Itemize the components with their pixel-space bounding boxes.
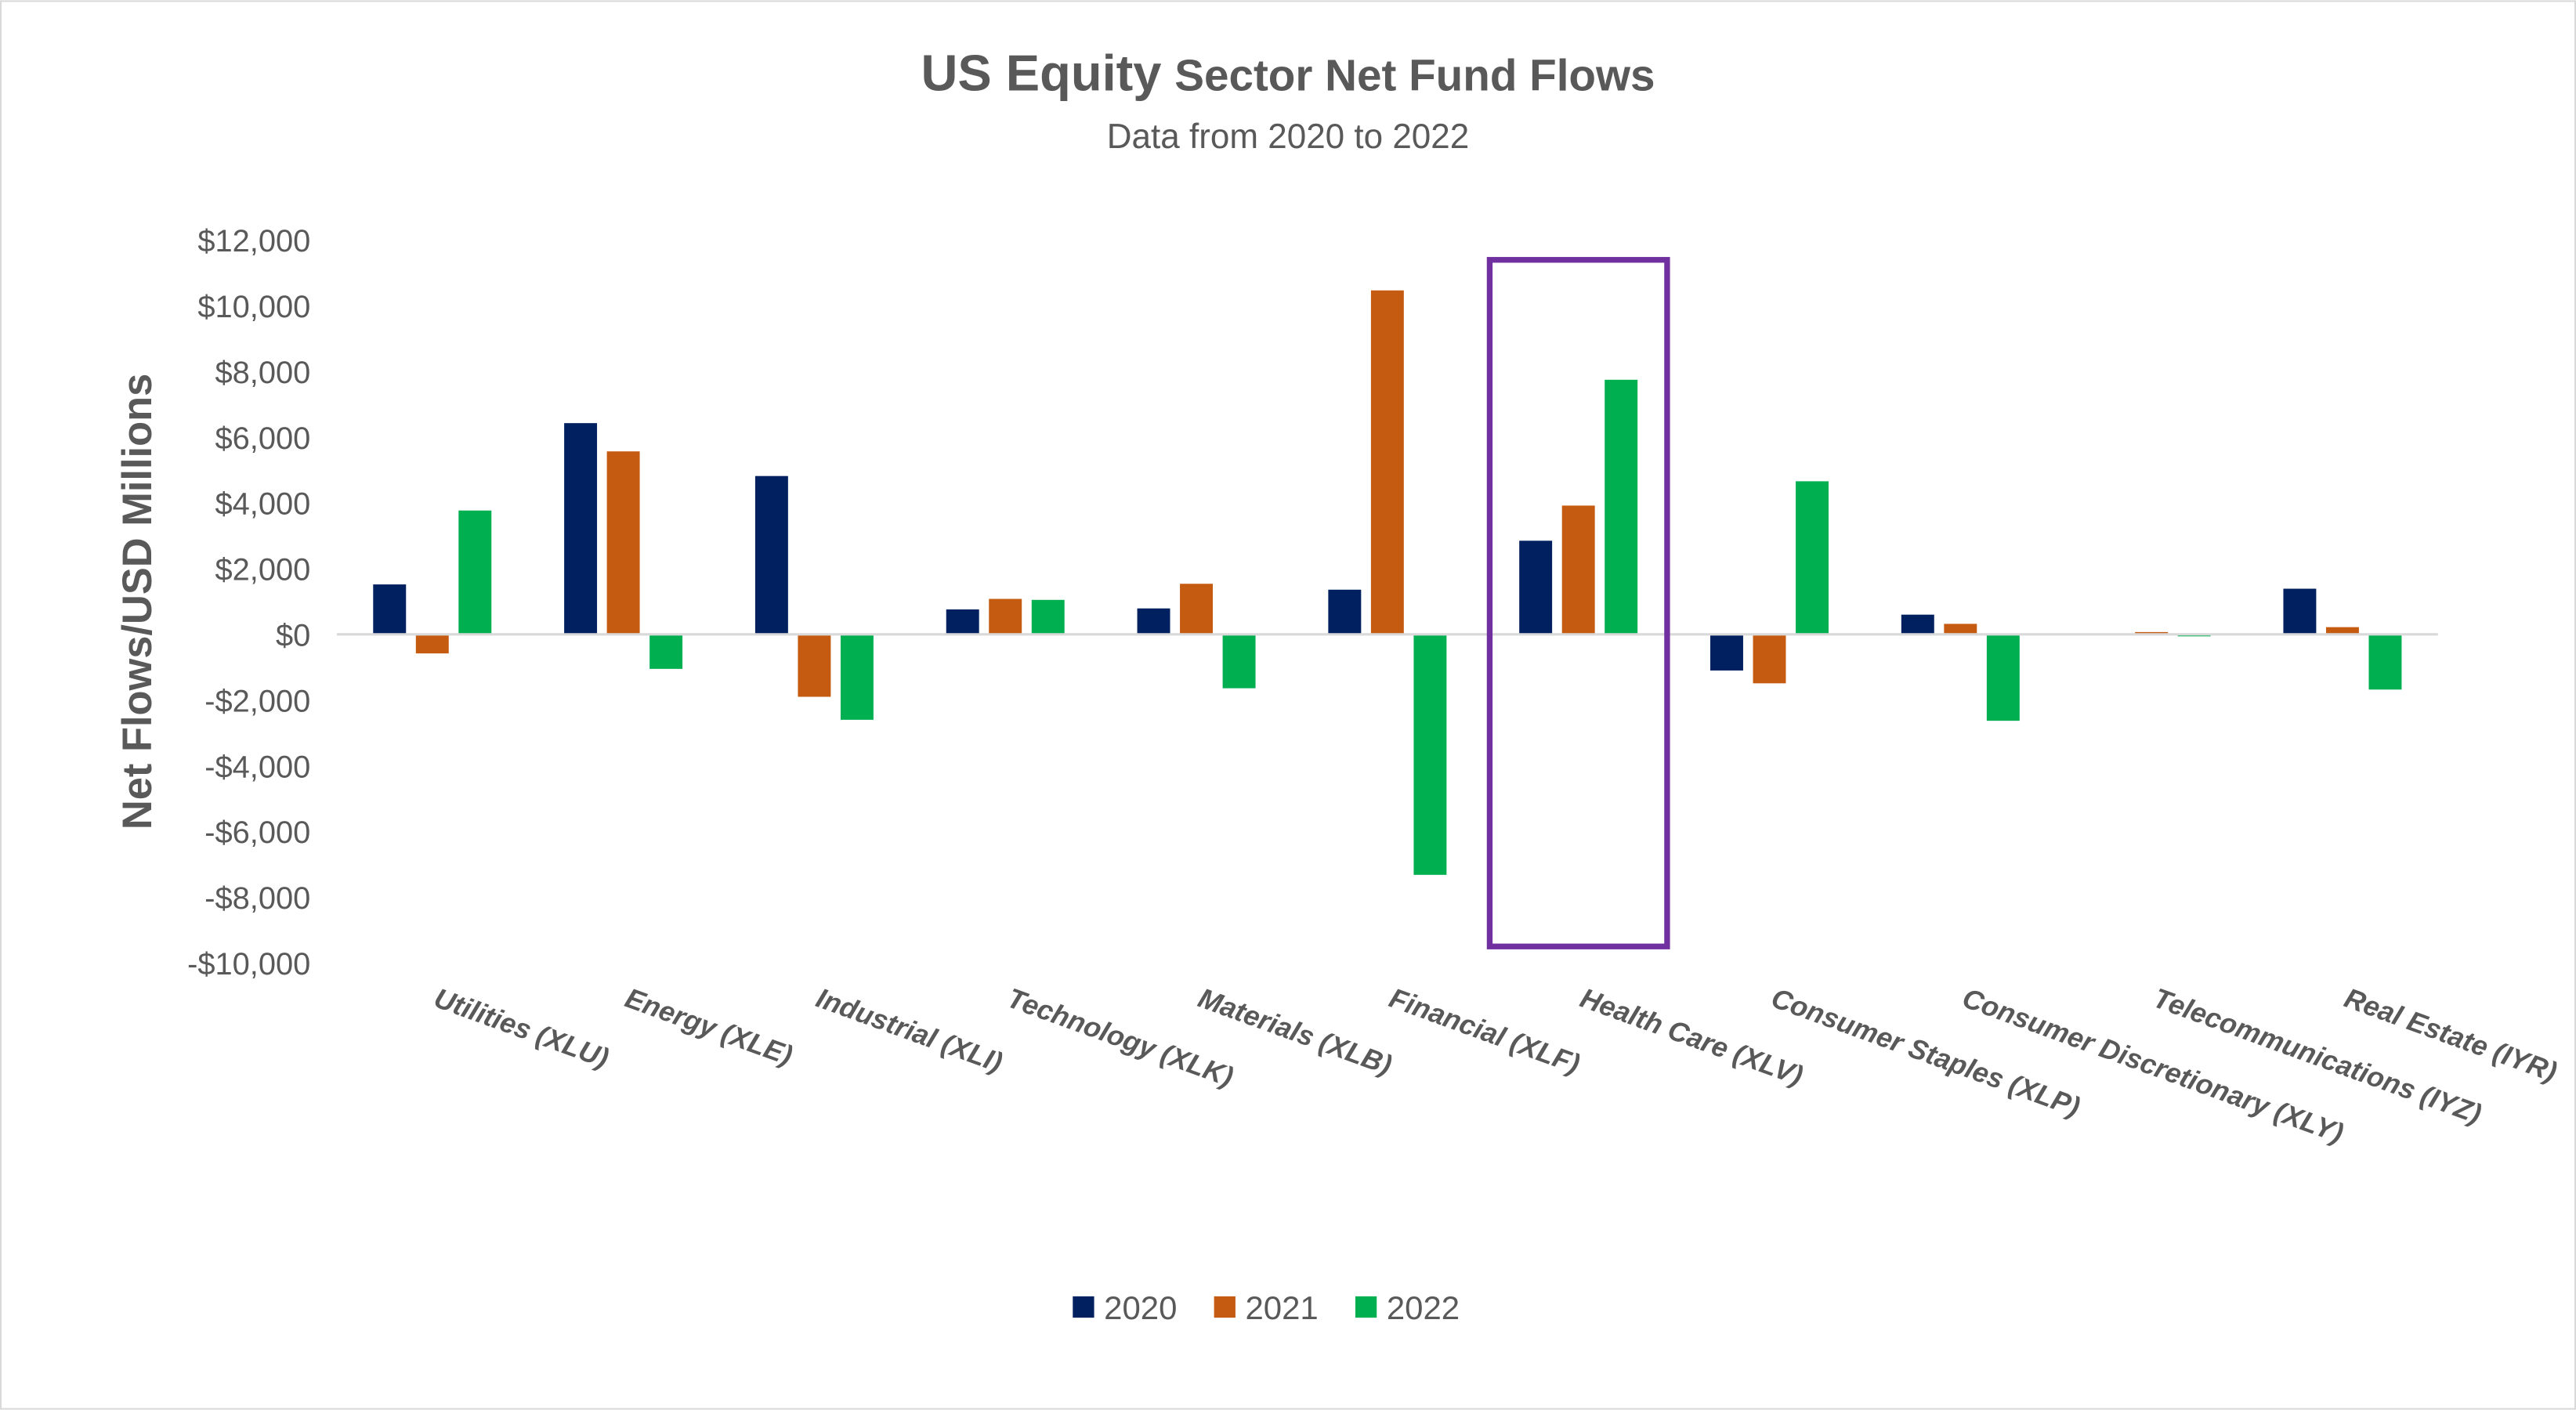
y-tick-label: $12,000 [197,224,310,258]
bar-2020-8 [1901,614,1934,634]
legend-label: 2020 [1104,1289,1177,1326]
bar-2020-6 [1519,540,1553,634]
y-tick-label: -$2,000 [204,684,310,718]
y-tick-label: -$4,000 [204,750,310,784]
bar-2020-7 [1710,634,1743,671]
bar-2022-8 [1986,634,2020,721]
bar-2022-6 [1605,379,1638,634]
bar-2021-10 [2325,627,2359,634]
bar-2021-6 [1561,505,1595,634]
bar-2021-3 [989,598,1022,634]
bar-2022-10 [2368,634,2402,690]
bar-2020-2 [754,475,788,634]
bar-2020-10 [2283,588,2317,634]
y-tick-label: $10,000 [197,290,310,324]
y-axis-title: Net Flows/USD Millions [115,374,161,830]
y-tick-label: -$6,000 [204,815,310,850]
title-rest: Sector Net Fund Flows [1174,51,1655,100]
bar-2021-0 [415,634,449,654]
bar-2021-1 [606,451,640,634]
chart-title: US Equity Sector Net Fund Flows [921,45,1655,102]
bar-2021-8 [1944,624,1977,634]
bar-2021-7 [1753,634,1786,684]
bar-2022-1 [649,634,683,669]
legend-label: 2021 [1245,1289,1318,1326]
y-tick-label: $8,000 [215,356,310,390]
bar-2022-5 [1413,634,1447,875]
bar-2020-4 [1137,608,1170,634]
y-tick-label: $6,000 [215,421,310,456]
bar-2022-7 [1796,481,1829,634]
y-tick-label: $2,000 [215,553,310,588]
bar-2020-5 [1328,589,1362,634]
bar-2021-5 [1370,290,1404,634]
bar-2022-3 [1031,599,1065,634]
y-tick-label: $4,000 [215,487,310,522]
bar-2020-3 [946,609,979,634]
legend-swatch-2021 [1214,1296,1236,1318]
highlight-box [1486,257,1670,949]
legend-swatch-2022 [1355,1296,1377,1318]
bar-2021-2 [798,634,831,697]
y-tick-label: -$10,000 [187,947,310,982]
bar-2022-4 [1222,634,1256,689]
legend-swatch-2020 [1073,1296,1094,1318]
bar-2022-2 [840,634,874,720]
bar-2022-0 [458,510,492,634]
bar-2020-1 [564,423,598,634]
y-tick-label: -$8,000 [204,881,310,916]
y-tick-label: $0 [276,619,310,653]
bar-2021-4 [1180,584,1214,634]
chart-subtitle: Data from 2020 to 2022 [1107,118,1469,156]
title-main: US Equity [921,45,1161,102]
legend-label: 2022 [1387,1289,1460,1326]
bar-2020-0 [373,584,407,634]
